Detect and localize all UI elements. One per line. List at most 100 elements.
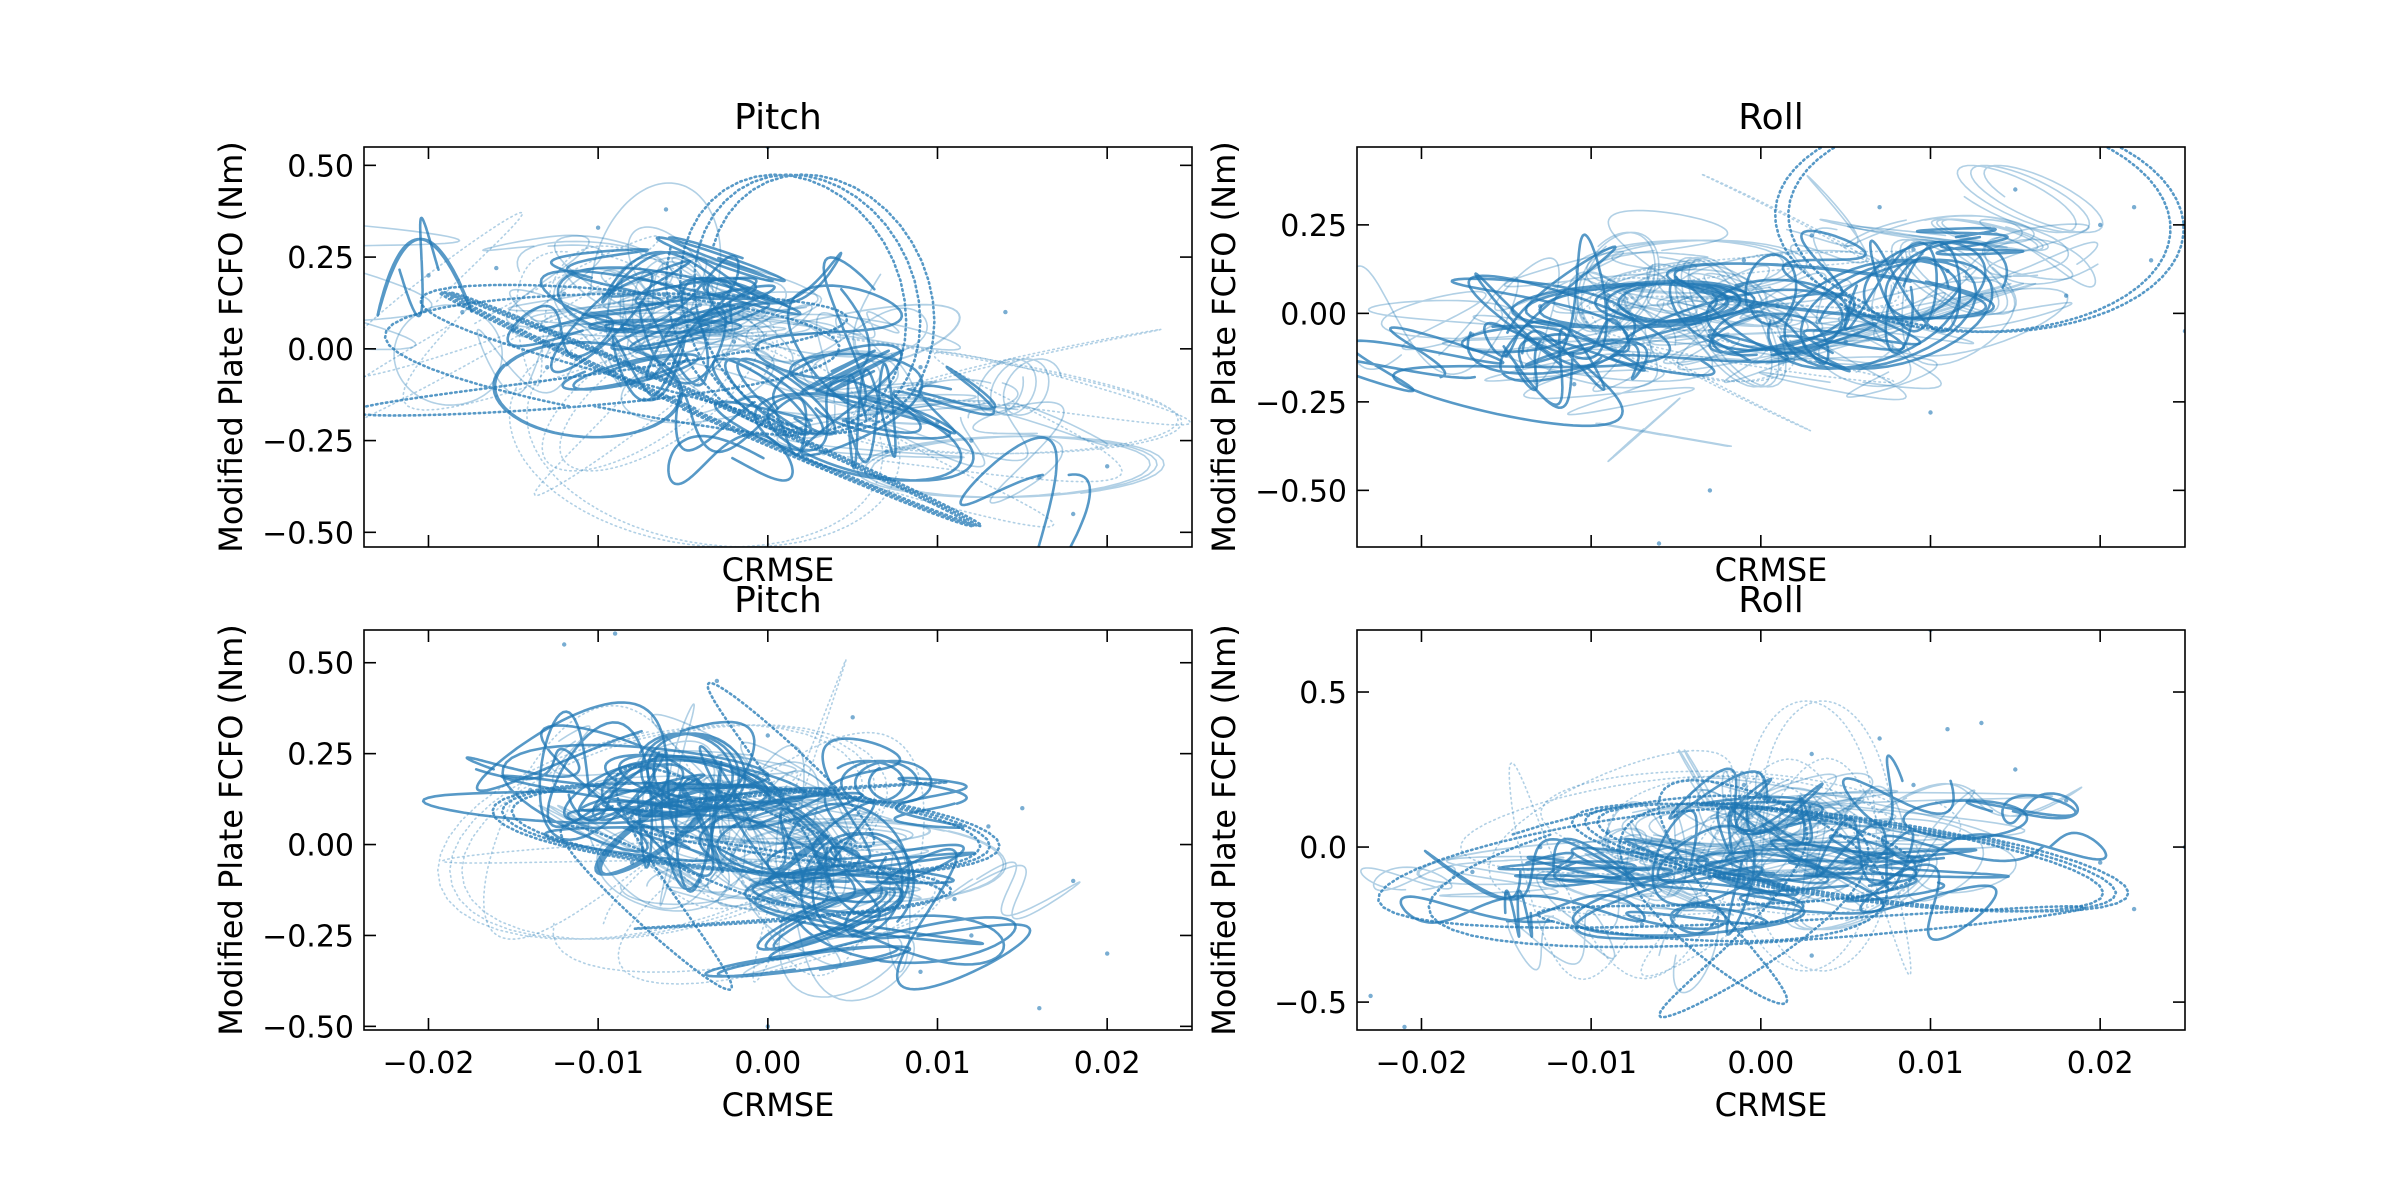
trajectory-trace [1656,295,1804,328]
y-tick-label: −0.25 [262,425,354,460]
data-point [1572,906,1577,912]
plot-area [421,631,1110,1029]
trajectory-trace [1604,801,1750,868]
data-point [986,824,991,829]
data-point [1775,304,1781,309]
data-point [1809,751,1814,757]
data-point [1707,488,1713,493]
trajectory-trace [1738,842,1918,915]
y-tick-label: 0.0 [1299,831,1347,866]
trajectory-trace [1781,229,1867,298]
trajectory-trace [1649,315,1741,366]
trajectory-trace [1965,792,2080,825]
subplot-bottom-right: −0.02 −0.01 0.00 0.01 0.02 −0.5 0.0 0.5 Roll CRMS… [1205,580,2186,1124]
trajectory-trace [1744,253,1798,326]
y-axis-label: Modified Plate FCFO (Nm) [1205,141,1243,553]
trajectory-trace [1696,785,1904,841]
trajectory-trace [792,273,961,363]
trajectory-trace [1581,250,1925,384]
data-point [1656,541,1662,546]
trajectory-trace [711,357,837,436]
trajectory-trace [784,802,911,918]
data-point [1402,1024,1407,1030]
data-point [1673,275,1679,281]
data-point [1809,233,1814,238]
data-point [969,438,974,443]
trajectory-trace [1607,397,1681,463]
trajectory-trace [1979,218,2090,281]
trajectory-trace [1964,236,2099,288]
trajectory-trace [421,724,770,853]
y-tick-label: −0.5 [1274,986,1347,1021]
trajectory-trace [1450,245,1637,383]
x-tick-label: 0.00 [1727,1046,1794,1081]
plot-area [1360,630,2185,1030]
trajectory-trace [1773,147,2185,334]
trajectory-trace [1609,333,1790,377]
data-point [850,420,855,425]
data-point [1003,309,1008,315]
data-point [935,420,940,425]
trajectory-trace [1915,226,2025,256]
subplot-top-right: −0.50 −0.25 0.00 0.25 Roll CRMSE Modified Plat… [1205,97,2186,589]
trajectory-trace [768,910,1017,966]
data-point [460,309,465,315]
trajectory-trace [856,435,1165,499]
trajectory-trace [1585,209,1729,316]
x-tick-label: 0.01 [1897,1046,1964,1081]
trajectory-trace [476,321,622,395]
data-point [1877,205,1882,210]
trajectory-trace [664,173,936,435]
trajectory-trace [683,306,836,338]
data-point [2013,187,2018,192]
trajectory-trace [977,358,1062,416]
data-point [697,878,703,884]
trajectory-trace [1604,842,1821,877]
trajectory-trace [551,725,629,790]
data-point [511,328,516,333]
trajectory-trace [644,783,760,790]
trajectory-trace [665,872,922,914]
trajectory-trace [1629,813,1789,896]
axes-frame [363,629,1193,1031]
trajectory-trace [771,402,965,459]
trajectory-trace [1606,775,1921,916]
data-point [2064,293,2069,298]
x-axis-label: CRMSE [1715,1086,1828,1124]
trajectory-trace [1423,837,1646,901]
trajectory-trace [1603,258,1712,349]
data-point [799,390,804,396]
trajectory-trace [1510,282,1756,329]
trajectory-trace [1503,250,1705,337]
data-point [1504,891,1509,896]
data-point [2013,767,2018,772]
data-point [1673,813,1679,819]
trajectory-trace [1392,274,1672,428]
trajectory-trace [802,311,900,343]
trajectory-trace [719,818,931,845]
x-tick-label: 0.00 [734,1046,801,1081]
x-tick-label: 0.01 [904,1046,971,1081]
subplot-title: Roll [1738,580,1803,621]
trajectory-trace [1930,218,2049,252]
trajectory-trace [1508,757,1912,981]
data-point [629,860,635,865]
trajectory-trace [1767,258,1994,370]
data-point [612,328,618,333]
trajectory-trace [1786,175,1868,316]
data-point [545,365,550,370]
data-point [1911,782,1916,788]
data-point [918,365,923,370]
trajectory-trace [1526,837,1710,881]
trajectory-trace [698,767,840,879]
trajectory-trace [1357,326,1505,393]
y-tick-label: 0.25 [287,738,354,773]
trajectory-trace [465,747,581,781]
data-point [731,339,737,344]
trajectory-trace [959,436,1092,547]
x-tick-label: 0.02 [2067,1046,2134,1081]
data-point [1809,953,1814,958]
trajectory-trace [1956,164,2104,234]
trajectory-trace [1866,789,2017,902]
trajectory-trace [1502,327,1606,409]
